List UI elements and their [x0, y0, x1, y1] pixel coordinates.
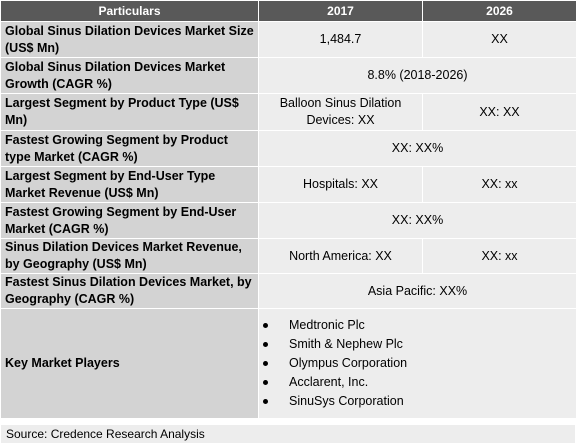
row-label: Fastest Growing Segment by Product type …: [0, 130, 259, 167]
key-players-label: Key Market Players: [0, 308, 259, 419]
player-name: Acclarent, Inc.: [289, 375, 369, 389]
key-players-cell: Medtronic Plc Smith & Nephew Plc Olympus…: [258, 308, 577, 419]
bullet-icon: [263, 361, 268, 366]
value-2026: XX: [422, 21, 577, 58]
value-2017: 1,484.7: [258, 21, 423, 58]
bullet-icon: [263, 323, 268, 328]
header-2017: 2017: [258, 0, 423, 22]
key-players-row: Key Market Players Medtronic Plc Smith &…: [0, 308, 577, 419]
value-2026: XX: XX: [422, 93, 577, 131]
value-2026: XX: xx: [422, 166, 577, 203]
table-row: Fastest Growing Segment by End-User Mark…: [0, 202, 577, 239]
table-row: Largest Segment by End-User Type Market …: [0, 166, 577, 203]
value-2017: Hospitals: XX: [258, 166, 423, 203]
key-players-list: Medtronic Plc Smith & Nephew Plc Olympus…: [263, 316, 572, 411]
row-label: Global Sinus Dilation Devices Market Gro…: [0, 57, 259, 94]
row-label: Fastest Sinus Dilation Devices Market, b…: [0, 273, 259, 309]
merged-value: XX: XX%: [258, 130, 577, 167]
merged-value: 8.8% (2018-2026): [258, 57, 577, 94]
row-label: Largest Segment by End-User Type Market …: [0, 166, 259, 203]
player-name: Medtronic Plc: [289, 318, 365, 332]
merged-value: Asia Pacific: XX%: [258, 273, 577, 309]
value-2017: North America: XX: [258, 238, 423, 274]
bullet-icon: [263, 342, 268, 347]
player-name: SinuSys Corporation: [289, 394, 404, 408]
player-name: Olympus Corporation: [289, 356, 408, 370]
bullet-icon: [263, 380, 268, 385]
row-label: Global Sinus Dilation Devices Market Siz…: [0, 21, 259, 58]
list-item: Smith & Nephew Plc: [263, 335, 572, 354]
list-item: Acclarent, Inc.: [263, 373, 572, 392]
market-summary-table: Particulars 2017 2026 Global Sinus Dilat…: [0, 0, 577, 419]
table-row: Fastest Sinus Dilation Devices Market, b…: [0, 273, 577, 309]
row-label: Sinus Dilation Devices Market Revenue, b…: [0, 238, 259, 274]
list-item: Olympus Corporation: [263, 354, 572, 373]
table-row: Sinus Dilation Devices Market Revenue, b…: [0, 238, 577, 274]
header-2026: 2026: [422, 0, 577, 22]
header-particulars: Particulars: [0, 0, 259, 22]
source-note: Source: Credence Research Analysis: [0, 424, 576, 444]
table-row: Global Sinus Dilation Devices Market Siz…: [0, 21, 577, 58]
header-row: Particulars 2017 2026: [0, 0, 577, 22]
value-2026: XX: xx: [422, 238, 577, 274]
table-row: Fastest Growing Segment by Product type …: [0, 130, 577, 167]
bullet-icon: [263, 399, 268, 404]
row-label: Largest Segment by Product Type (US$ Mn): [0, 93, 259, 131]
table-row: Largest Segment by Product Type (US$ Mn)…: [0, 93, 577, 131]
table-row: Global Sinus Dilation Devices Market Gro…: [0, 57, 577, 94]
value-2017: Balloon Sinus Dilation Devices: XX: [258, 93, 423, 131]
row-label: Fastest Growing Segment by End-User Mark…: [0, 202, 259, 239]
merged-value: XX: XX%: [258, 202, 577, 239]
list-item: Medtronic Plc: [263, 316, 572, 335]
list-item: SinuSys Corporation: [263, 392, 572, 411]
player-name: Smith & Nephew Plc: [289, 337, 403, 351]
